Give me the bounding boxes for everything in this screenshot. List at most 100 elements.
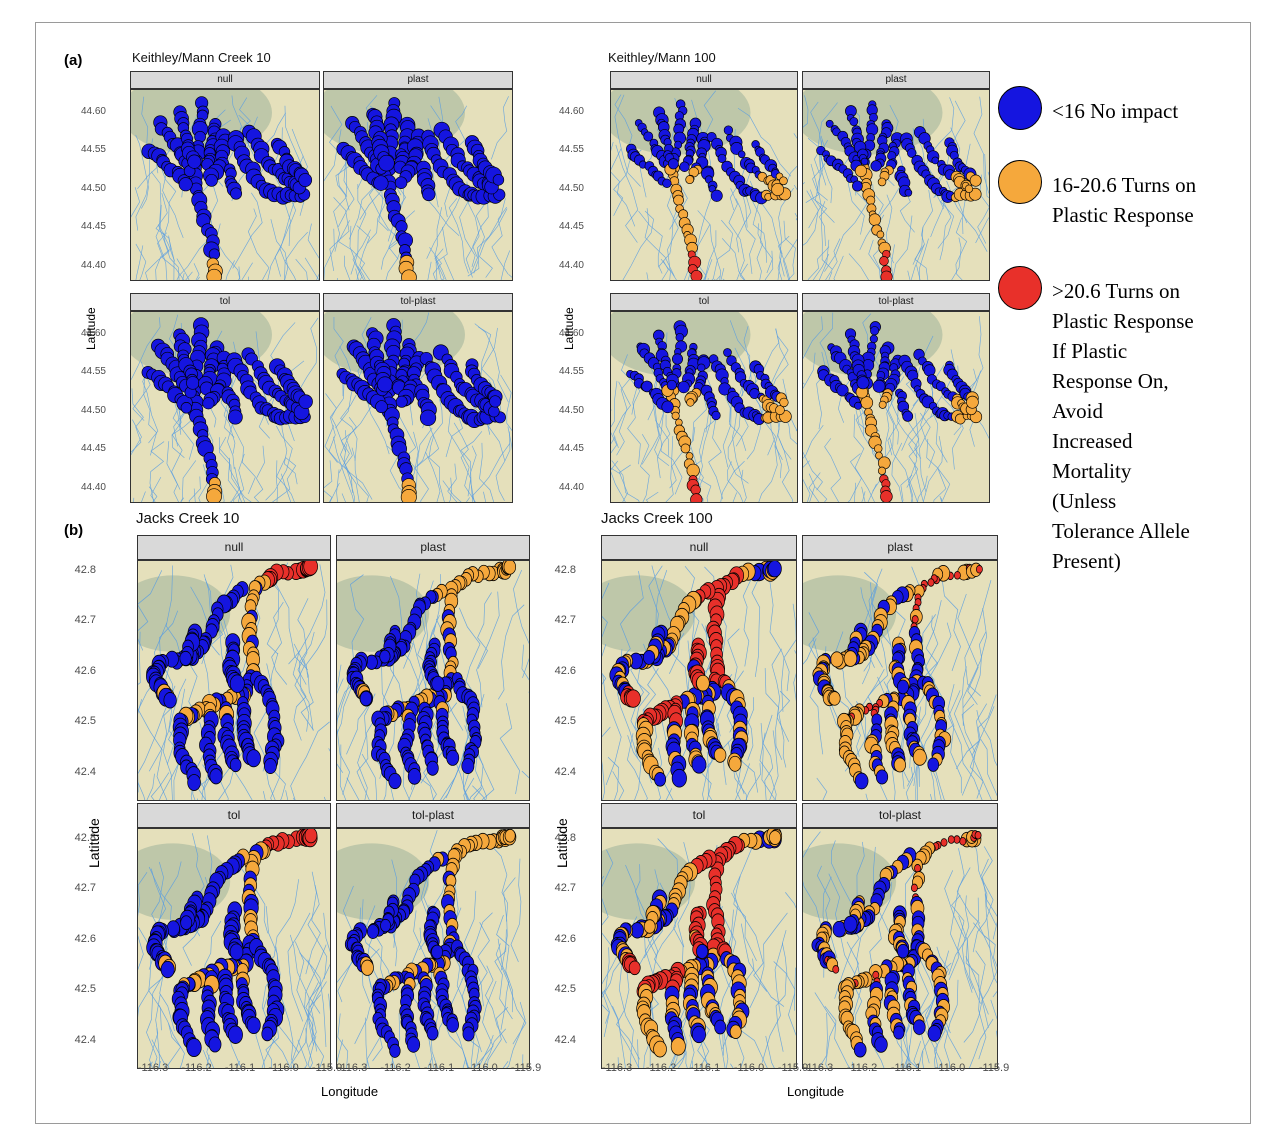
site-point (713, 747, 727, 763)
stream-line (732, 403, 743, 478)
stream-line (138, 631, 141, 685)
stream-line (435, 256, 443, 280)
stream-line (138, 685, 176, 793)
site-point (206, 268, 222, 280)
stream-line (919, 238, 929, 280)
site-point (975, 565, 983, 574)
site-point (667, 158, 679, 170)
stream-line (428, 435, 445, 502)
stream-line (498, 604, 525, 700)
site-point (208, 1036, 222, 1053)
stream-line (774, 378, 788, 460)
x-tick-label: -116.1 (689, 1062, 721, 1074)
site-point (874, 1036, 888, 1053)
stream-line (727, 461, 744, 502)
y-tick-label: 42.4 (74, 766, 96, 779)
site-point (879, 256, 889, 266)
stream-line (253, 445, 265, 502)
x-tick-label: -116.3 (336, 1062, 368, 1074)
stream-line (769, 581, 790, 692)
y-tick-label: 44.50 (80, 404, 106, 416)
stream-line (491, 96, 509, 160)
stream-line (304, 257, 319, 280)
stream-line (337, 129, 350, 197)
stream-line (890, 215, 913, 280)
stream-line (803, 190, 819, 246)
y-tick-label: 42.8 (74, 831, 96, 844)
site-point (488, 405, 500, 418)
site-point (830, 651, 844, 668)
stream-line (365, 1017, 368, 1068)
stream-line (655, 420, 683, 495)
site-point (767, 561, 782, 578)
site-point (431, 944, 444, 960)
stream-line (737, 107, 792, 177)
stream-line (228, 457, 241, 502)
stream-line (627, 735, 642, 800)
stream-line (778, 187, 794, 277)
stream-line (803, 95, 809, 128)
stream-line (695, 224, 711, 280)
stream-line (660, 258, 671, 280)
stream-line (158, 1004, 185, 1068)
site-point (229, 674, 245, 693)
y-tick-label: 42.7 (74, 882, 96, 895)
stream-line (720, 460, 745, 502)
map-panel-plast (802, 560, 998, 801)
site-point (927, 578, 935, 587)
site-point (407, 768, 422, 785)
stream-line (442, 480, 462, 502)
stream-line (265, 425, 293, 501)
stream-line (640, 433, 650, 502)
stream-line (854, 482, 856, 502)
site-point (880, 490, 893, 502)
stream-line (261, 1036, 276, 1068)
site-point (779, 176, 788, 186)
stream-line (343, 255, 351, 280)
site-point (691, 755, 707, 774)
stream-line (146, 973, 165, 1068)
stream-line (906, 413, 920, 488)
site-point (489, 395, 502, 408)
stream-line (307, 959, 321, 1048)
stream-line (329, 197, 350, 271)
site-point (832, 965, 840, 974)
stream-line (926, 438, 947, 502)
stream-line (803, 638, 817, 665)
stream-line (284, 231, 308, 280)
stream-line (781, 603, 796, 712)
stream-line (897, 400, 918, 480)
panel-b-label: (b) (64, 522, 84, 539)
stream-line (162, 175, 184, 238)
x-tick-label: -115.9 (777, 1062, 809, 1074)
site-point (504, 829, 516, 843)
stream-line (830, 840, 857, 914)
stream-line (339, 744, 347, 800)
site-point (686, 463, 700, 478)
stream-line (383, 770, 388, 800)
stream-line (741, 469, 747, 502)
stream-line (773, 961, 787, 1052)
site-point (163, 692, 177, 709)
group-title: Keithley/Mann Creek 10 (132, 50, 271, 65)
stream-line (486, 1006, 509, 1068)
stream-line (689, 1034, 695, 1068)
facet-strip-plast: plast (323, 71, 513, 89)
site-point (697, 363, 706, 373)
stream-line (786, 409, 797, 432)
stream-line (975, 154, 989, 244)
site-point (897, 679, 909, 695)
site-point (690, 484, 701, 496)
site-point (366, 924, 379, 939)
stream-line (479, 208, 508, 278)
y-tick-label: 42.7 (554, 882, 576, 895)
site-point (872, 379, 886, 393)
stream-line (861, 491, 866, 502)
stream-line (155, 204, 168, 280)
stream-line (785, 892, 796, 909)
stream-line (162, 702, 178, 800)
stream-line (656, 747, 663, 800)
stream-line (288, 564, 326, 665)
site-point (868, 213, 881, 226)
stream-line (941, 574, 961, 672)
